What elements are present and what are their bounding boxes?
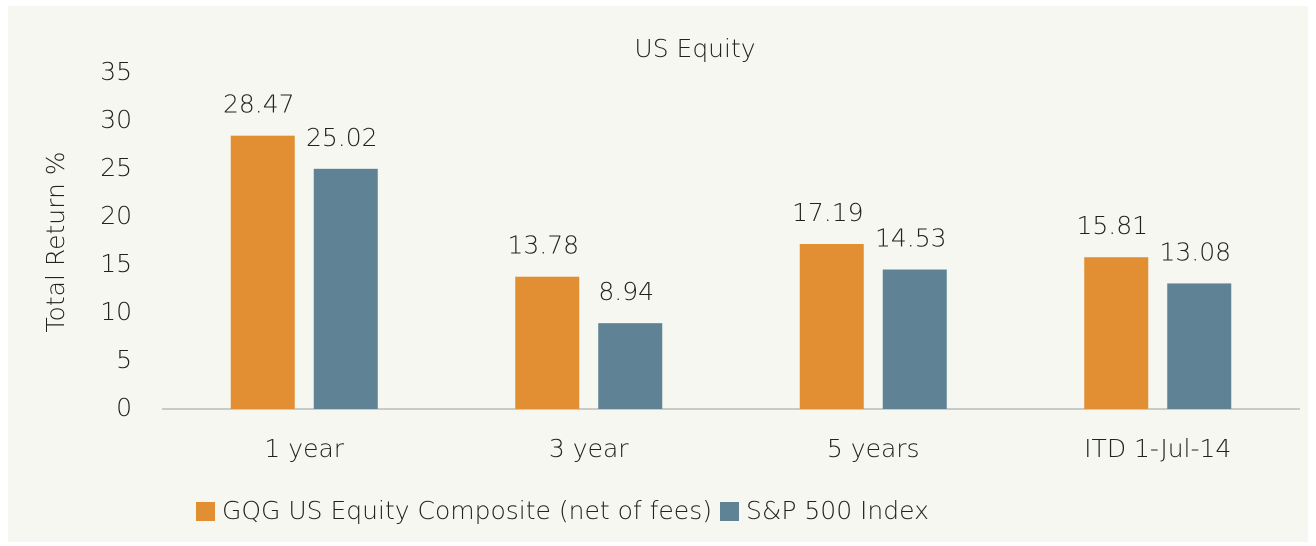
y-axis-label: Total Return % xyxy=(41,152,70,333)
bar xyxy=(1167,283,1232,409)
legend-swatch xyxy=(720,502,739,521)
data-label: 14.53 xyxy=(875,224,947,253)
bar xyxy=(882,269,947,409)
legend-label: GQG US Equity Composite (net of fees) xyxy=(222,496,712,525)
bar xyxy=(313,168,378,409)
y-tick-label: 10 xyxy=(100,297,132,326)
bar xyxy=(598,323,663,409)
y-tick-label: 15 xyxy=(100,249,132,278)
y-tick-label: 35 xyxy=(100,57,132,86)
data-label: 28.47 xyxy=(223,90,295,119)
bar xyxy=(230,135,295,410)
data-label: 8.94 xyxy=(598,277,654,306)
x-tick-label: ITD 1-Jul-14 xyxy=(1084,434,1231,463)
bar xyxy=(1084,257,1149,409)
data-label: 13.08 xyxy=(1159,237,1231,266)
y-tick-label: 25 xyxy=(100,153,132,182)
y-tick-label: 30 xyxy=(100,105,132,134)
data-label: 17.19 xyxy=(792,198,864,227)
y-tick-label: 20 xyxy=(100,201,132,230)
legend-label: S&P 500 Index xyxy=(746,496,929,525)
x-tick-label: 5 years xyxy=(827,434,920,463)
bar xyxy=(799,243,864,409)
data-label: 13.78 xyxy=(507,231,579,260)
data-label: 25.02 xyxy=(306,123,378,152)
chart-title: US Equity xyxy=(634,34,755,63)
bar xyxy=(515,276,580,409)
y-tick-label: 0 xyxy=(116,393,132,422)
x-tick-label: 1 year xyxy=(264,434,344,463)
legend-swatch xyxy=(196,502,215,521)
data-label: 15.81 xyxy=(1076,211,1148,240)
x-tick-label: 3 year xyxy=(549,434,629,463)
y-tick-label: 5 xyxy=(116,345,132,374)
